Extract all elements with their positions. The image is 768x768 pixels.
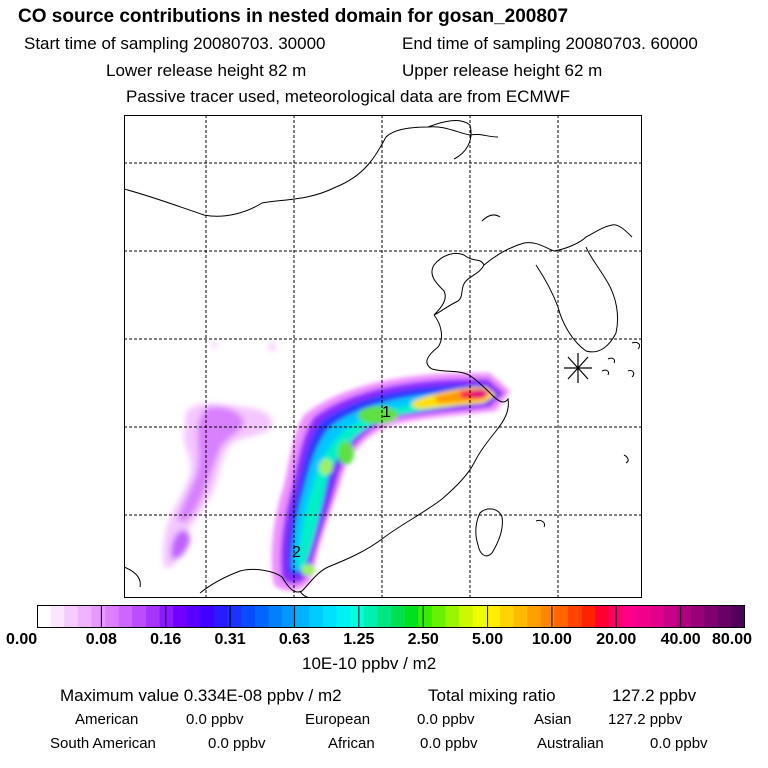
page-title: CO source contributions in nested domain… (18, 6, 569, 27)
colorbar-tick-label: 5.00 (471, 631, 504, 648)
american-label: American (75, 711, 139, 728)
colorbar-cell (540, 605, 555, 628)
graticule (124, 115, 642, 598)
asian-value: 127.2 ppbv (608, 711, 683, 728)
colorbar-cell (581, 605, 596, 628)
upper-release-text: Upper release height 62 m (402, 61, 603, 80)
colorbar-cell (636, 605, 650, 628)
map-panel: 1 2 (124, 115, 642, 598)
australian-value: 0.0 ppbv (650, 735, 708, 752)
colorbar-cell (391, 605, 405, 628)
western-plume (163, 342, 276, 568)
colorbar-cell (145, 605, 160, 628)
colorbar-cell (350, 605, 365, 628)
australian-label: Australian (537, 735, 604, 752)
colorbar-cell (173, 605, 188, 628)
colorbar-cell (159, 605, 174, 628)
map-frame (124, 115, 642, 598)
colorbar-cell (186, 605, 201, 628)
african-label: African (328, 735, 375, 752)
colorbar-cell (200, 605, 215, 628)
south-american-label: South American (50, 735, 156, 752)
colorbar-cell (295, 605, 310, 628)
colorbar-cell (254, 605, 269, 628)
colorbar-cell (459, 605, 473, 628)
colorbar-cell (336, 605, 351, 628)
colorbar-cell (227, 605, 242, 628)
colorbar-cell (268, 605, 283, 628)
colorbar-units: 10E-10 ppbv / m2 (302, 654, 437, 673)
colorbar-tick-label: 1.25 (343, 631, 375, 648)
colorbar-cell (309, 605, 324, 628)
european-value: 0.0 ppbv (417, 711, 475, 728)
colorbar-cell (241, 605, 256, 628)
colorbar-cell (568, 605, 582, 628)
colorbar-cell (64, 605, 79, 628)
colorbar-tick-label: 0.31 (214, 631, 246, 648)
colorbar-cell (663, 605, 678, 628)
receptor-star-icon (564, 353, 592, 383)
start-time-text: Start time of sampling 20080703. 30000 (24, 34, 326, 53)
colorbar-cell (118, 605, 133, 628)
colorbar-tick-label: 10.00 (531, 631, 572, 648)
colorbar-cell (431, 605, 446, 628)
end-time-text: End time of sampling 20080703. 60000 (402, 34, 698, 53)
colorbar-tick-label: 20.00 (596, 631, 637, 648)
total-value: 127.2 ppbv (612, 686, 697, 705)
colorbar-cell (214, 605, 228, 628)
american-value: 0.0 ppbv (186, 711, 244, 728)
african-value: 0.0 ppbv (420, 735, 478, 752)
colorbar-cell (731, 605, 745, 628)
colorbar-cell (486, 605, 501, 628)
colorbar-cell (91, 605, 106, 628)
colorbar-tick-label: 0.08 (85, 631, 117, 648)
colorbar-cell (418, 605, 433, 628)
colorbar-tick-label: 0.63 (278, 631, 311, 648)
max-value-text: Maximum value 0.334E-08 ppbv / m2 (60, 686, 342, 705)
colorbar-cell (622, 605, 637, 628)
colorbar-cell (404, 605, 419, 628)
colorbar-cell (513, 605, 528, 628)
colorbar-tick-label: 0.16 (150, 631, 182, 648)
colorbar-cell (105, 605, 119, 628)
colorbar (37, 605, 745, 628)
tracer-note-text: Passive tracer used, meteorological data… (126, 87, 571, 106)
european-label: European (305, 711, 371, 728)
colorbar-cell (77, 605, 92, 628)
plume-label-1: 1 (382, 404, 391, 421)
colorbar-tick-label: 80.00 (712, 631, 753, 648)
coastlines (124, 120, 641, 598)
lower-release-text: Lower release height 82 m (106, 61, 307, 80)
colorbar-cell (595, 605, 610, 628)
colorbar-cell (690, 605, 705, 628)
colorbar-tick-label: 0.00 (6, 631, 38, 648)
colorbar-cell (649, 605, 664, 628)
colorbar-cell (132, 605, 147, 628)
colorbar-cell (50, 605, 65, 628)
colorbar-tick-label: 2.50 (407, 631, 439, 648)
colorbar-cell (377, 605, 392, 628)
colorbar-cell (37, 605, 51, 628)
total-label: Total mixing ratio (428, 686, 556, 705)
colorbar-cell (499, 605, 514, 628)
colorbar-cell (363, 605, 378, 628)
asian-label: Asian (534, 711, 572, 728)
colorbar-cell (282, 605, 296, 628)
colorbar-cell (554, 605, 569, 628)
colorbar-cell (717, 605, 732, 628)
colorbar-cell (676, 605, 691, 628)
colorbar-cell (322, 605, 337, 628)
colorbar-cell (445, 605, 460, 628)
south-american-value: 0.0 ppbv (208, 735, 266, 752)
colorbar-cell (527, 605, 542, 628)
colorbar-cell (472, 605, 487, 628)
colorbar-cell (704, 605, 719, 628)
plume-label-2: 2 (292, 544, 301, 561)
colorbar-tick-label: 40.00 (660, 631, 701, 648)
